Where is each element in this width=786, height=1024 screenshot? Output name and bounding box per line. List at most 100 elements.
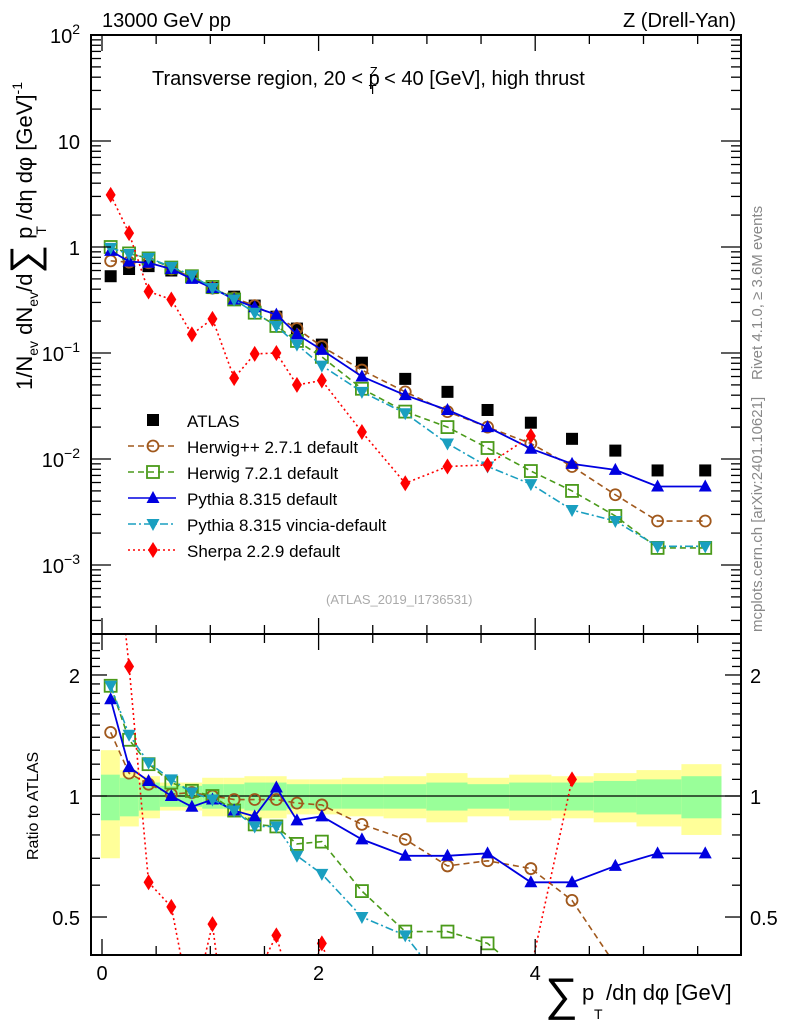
- data-point: [315, 868, 329, 881]
- data-point: [104, 725, 118, 739]
- data-point: [398, 388, 412, 401]
- side-label-rivet: Rivet 4.1.0, ≥ 3.6M events: [749, 206, 766, 380]
- data-point: [124, 225, 135, 242]
- data-point: [565, 505, 579, 518]
- legend-label: ATLAS: [187, 412, 240, 431]
- legend-marker: [146, 465, 160, 479]
- data-point: [441, 985, 454, 997]
- data-point: [524, 416, 537, 429]
- series-herwig-7-2-1-default: [103, 678, 503, 955]
- series-pythia-8-315-default: [104, 692, 712, 888]
- legend-marker: [146, 491, 160, 503]
- data-point: [355, 817, 369, 831]
- data-point: [269, 821, 283, 834]
- data-point: [290, 339, 304, 352]
- legend-marker: [147, 414, 159, 426]
- data-point: [608, 488, 622, 502]
- data-point: [567, 771, 578, 788]
- series-sherpa-2-2-9-default: [124, 634, 578, 1020]
- data-point: [227, 294, 241, 307]
- data-point: [187, 1004, 197, 1020]
- plot-title-part1: Transverse region, 20 < p: [152, 68, 380, 90]
- data-point: [290, 813, 304, 826]
- data-point: [699, 464, 712, 477]
- ratio-plot-frame: [90, 633, 742, 956]
- data-point: [122, 729, 136, 742]
- data-point: [104, 242, 118, 255]
- data-point: [355, 912, 369, 925]
- data-point: [248, 821, 262, 834]
- data-point: [290, 796, 304, 810]
- data-point: [290, 850, 304, 863]
- ratio-y-axis-label-group: Ratio to ATLAS: [25, 752, 42, 860]
- data-point: [565, 456, 579, 469]
- legend-item: Sherpa 2.2.9 default: [128, 542, 340, 561]
- data-point: [315, 342, 329, 355]
- data-point: [205, 283, 219, 296]
- data-point: [269, 780, 283, 793]
- data-point: [480, 441, 495, 455]
- series-line: [109, 732, 610, 955]
- data-point: [227, 805, 241, 818]
- x-tick-label: 0: [96, 963, 107, 985]
- y-tick-label: 10−2: [42, 445, 80, 472]
- data-point: [105, 186, 116, 203]
- data-point: [608, 858, 622, 871]
- data-point: [142, 773, 156, 786]
- data-point: [164, 789, 178, 801]
- data-point: [565, 893, 579, 907]
- legend-item: Herwig++ 2.7.1 default: [128, 438, 358, 457]
- svg-text:p: p: [582, 980, 594, 1005]
- legend-item: ATLAS: [147, 412, 240, 431]
- data-point: [651, 846, 665, 859]
- legend-marker: [146, 439, 160, 453]
- data-point: [316, 935, 327, 952]
- ratio-tick-label-left: 2: [69, 666, 80, 688]
- legend-label: Pythia 8.315 vincia-default: [187, 516, 387, 535]
- data-point: [269, 793, 283, 806]
- legend-item: Pythia 8.315 default: [128, 490, 338, 509]
- x-tick-label: 2: [313, 963, 324, 985]
- data-point: [698, 541, 712, 554]
- ratio-tick-label-right: 0.5: [750, 908, 778, 930]
- data-point: [104, 692, 118, 705]
- band-inner: [681, 776, 722, 819]
- ratio-tick-label-left: 1: [69, 787, 80, 809]
- series-pythia-8-315-vincia-default: [104, 242, 712, 554]
- data-point: [442, 458, 453, 475]
- data-point: [400, 475, 411, 492]
- data-point: [166, 898, 177, 915]
- data-point: [480, 936, 495, 951]
- band-inner: [593, 780, 637, 813]
- series-line: [124, 634, 573, 955]
- data-point: [291, 376, 302, 393]
- data-point: [481, 1007, 494, 1019]
- svg-text:∑: ∑: [545, 968, 578, 1020]
- ratio-y-axis-label: Ratio to ATLAS: [25, 752, 42, 860]
- data-point: [524, 479, 538, 492]
- data-point: [609, 444, 622, 457]
- legend: ATLAS Herwig++ 2.7.1 default Herwig 7.2.1 …: [128, 412, 387, 561]
- band-inner: [636, 779, 682, 815]
- data-point: [524, 875, 538, 888]
- y-tick-label: 1: [69, 238, 80, 260]
- data-point: [355, 369, 369, 382]
- band-inner: [119, 777, 139, 817]
- data-point: [269, 320, 283, 333]
- data-point: [104, 270, 117, 283]
- data-point: [248, 793, 262, 806]
- y-tick-label: 10−3: [42, 551, 80, 578]
- data-point: [608, 462, 622, 475]
- legend-label: Pythia 8.315 default: [187, 490, 338, 509]
- data-point: [698, 514, 712, 528]
- data-point: [566, 432, 579, 445]
- data-point: [143, 874, 154, 891]
- ratio-tick-label-right: 1: [750, 787, 761, 809]
- x-tick-label: 4: [530, 963, 541, 985]
- data-point: [565, 875, 579, 888]
- data-point: [525, 427, 536, 444]
- data-point: [355, 832, 369, 845]
- top-left-label: 13000 GeV pp: [102, 10, 231, 32]
- series-line: [109, 685, 503, 955]
